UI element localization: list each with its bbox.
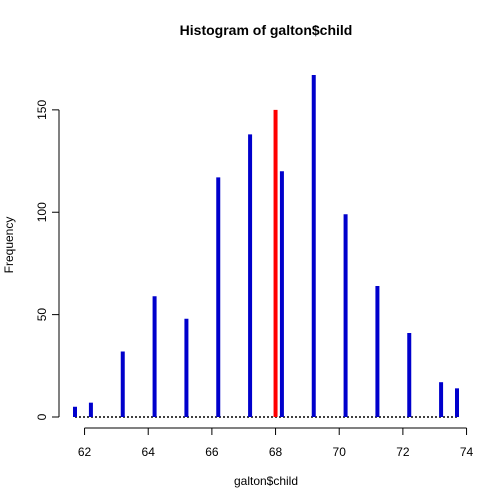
bars (73, 75, 459, 417)
x-tick-label: 64 (142, 445, 156, 459)
x-tick-label: 68 (269, 445, 283, 459)
y-axis: 0 50 100 150 (35, 100, 60, 420)
y-axis-label: Frequency (2, 217, 16, 274)
x-tick-label: 70 (333, 445, 347, 459)
y-tick-label: 100 (35, 202, 49, 222)
y-tick-label: 0 (35, 413, 49, 420)
x-tick-label: 66 (205, 445, 219, 459)
y-tick-label: 150 (35, 100, 49, 120)
x-axis-label: galton$child (234, 474, 298, 488)
y-tick-label: 50 (35, 308, 49, 322)
x-tick-label: 72 (396, 445, 410, 459)
x-tick-label: 62 (78, 445, 92, 459)
x-tick-label: 74 (460, 445, 474, 459)
x-axis: 62 64 66 68 70 72 74 (78, 427, 474, 459)
chart-title: Histogram of galton$child (180, 22, 353, 38)
